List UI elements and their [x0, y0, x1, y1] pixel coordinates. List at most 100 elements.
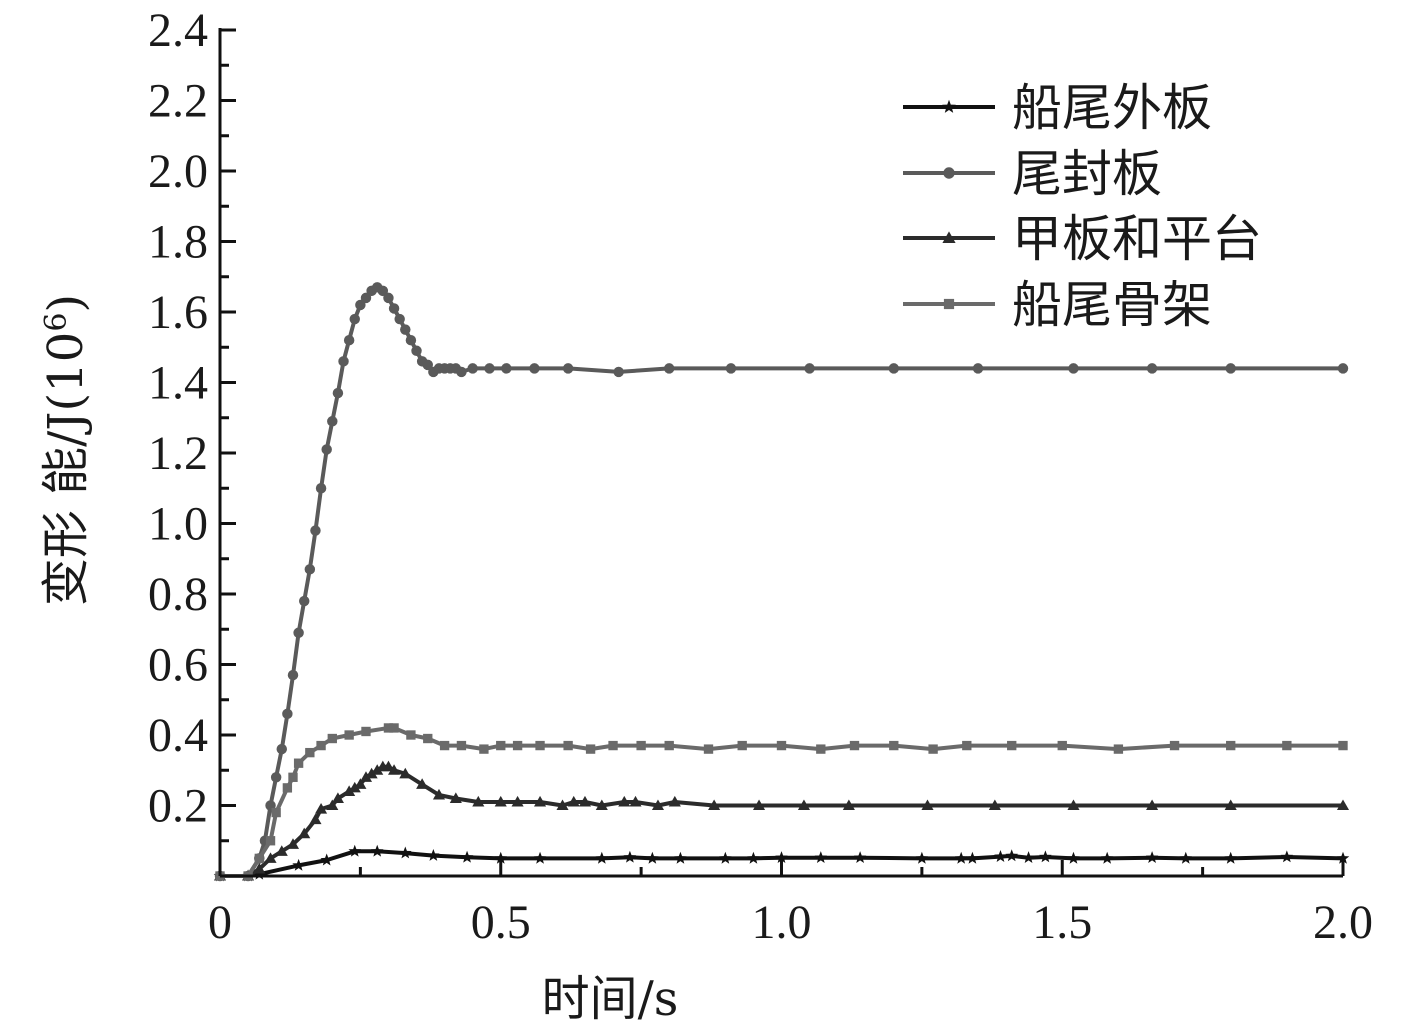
data-point — [972, 363, 984, 374]
data-point — [534, 795, 547, 807]
series-star — [213, 844, 1350, 882]
data-point — [316, 740, 326, 751]
data-point — [1145, 851, 1159, 864]
x-tick-label: 1.5 — [1032, 896, 1092, 949]
data-point — [299, 595, 310, 607]
data-point — [253, 867, 266, 880]
data-point — [966, 851, 979, 864]
data-point — [264, 852, 277, 863]
data-point — [484, 363, 495, 374]
data-point — [1057, 740, 1067, 751]
legend-label: 尾封板 — [1012, 145, 1162, 203]
data-point — [533, 851, 547, 864]
data-point — [467, 363, 478, 374]
data-point — [270, 772, 282, 783]
data-point — [432, 788, 446, 800]
data-point — [399, 767, 412, 779]
data-point — [349, 313, 360, 325]
data-point — [1224, 851, 1237, 864]
data-point — [439, 740, 450, 751]
data-point — [1146, 363, 1158, 374]
data-point — [1067, 851, 1080, 864]
data-point — [377, 285, 389, 297]
data-point — [360, 292, 372, 304]
legend-marker — [943, 298, 955, 310]
data-point — [331, 792, 344, 803]
data-point — [309, 813, 322, 825]
legend-label: 船尾骨架 — [1012, 276, 1212, 334]
y-tick-label: 0.4 — [148, 709, 208, 762]
data-point — [776, 740, 787, 751]
data-point — [354, 778, 367, 789]
data-point — [348, 781, 361, 793]
data-point — [310, 525, 321, 536]
data-point — [253, 862, 266, 874]
data-point — [344, 730, 354, 740]
y-tick-label: 1.0 — [148, 498, 208, 551]
data-point — [613, 366, 624, 378]
y-tick-label: 2.0 — [148, 145, 208, 198]
data-point — [719, 851, 732, 864]
data-point — [460, 850, 474, 863]
legend-marker — [943, 167, 955, 179]
plot-area — [213, 282, 1350, 882]
x-tick-label: 1.0 — [752, 896, 812, 949]
data-point — [320, 853, 333, 866]
data-point — [293, 758, 304, 768]
data-point — [348, 844, 362, 857]
data-point — [1005, 849, 1018, 862]
data-point — [422, 359, 433, 371]
data-point — [1169, 740, 1180, 751]
data-point — [752, 799, 766, 811]
data-point — [388, 303, 400, 314]
y-tick-label: 0.8 — [148, 568, 208, 621]
data-point — [1179, 851, 1193, 864]
data-point — [954, 851, 968, 864]
data-point — [327, 416, 338, 427]
data-point — [383, 723, 394, 733]
data-point — [608, 740, 618, 751]
y-axis-title-close: ) — [38, 294, 94, 313]
data-point — [636, 740, 646, 751]
data-point — [327, 733, 337, 744]
legend-marker — [942, 231, 956, 243]
data-point — [585, 744, 596, 754]
data-point — [512, 740, 523, 751]
data-point — [814, 851, 828, 864]
data-point — [400, 324, 411, 335]
data-point — [496, 740, 506, 751]
series-line — [220, 285, 1343, 878]
legend-label: 甲板和平台 — [1012, 210, 1262, 268]
data-point — [405, 334, 417, 346]
y-tick-label: 0.2 — [148, 780, 208, 833]
data-point — [370, 844, 384, 857]
data-point — [472, 795, 485, 807]
data-point — [282, 783, 293, 793]
data-point — [1336, 851, 1350, 864]
data-point — [578, 795, 592, 807]
data-point — [775, 851, 788, 864]
data-point — [406, 730, 416, 740]
y-tick-label: 2.2 — [148, 75, 208, 128]
data-point — [494, 795, 507, 807]
data-point — [703, 744, 714, 754]
data-point — [595, 799, 608, 811]
data-point — [1336, 799, 1350, 811]
data-point — [304, 564, 316, 575]
data-point — [288, 772, 298, 782]
data-point — [664, 740, 674, 751]
series-circle — [214, 282, 1349, 882]
x-tick-label: 0 — [208, 896, 232, 949]
data-point — [668, 795, 681, 807]
data-point — [629, 795, 642, 807]
data-point — [411, 345, 422, 356]
data-point — [456, 740, 467, 751]
data-point — [494, 851, 508, 864]
data-point — [618, 795, 631, 807]
data-point — [293, 627, 304, 639]
data-point — [994, 850, 1007, 862]
legend-item: 甲板和平台 — [903, 210, 1262, 268]
y-tick-label: 0.6 — [148, 639, 208, 692]
